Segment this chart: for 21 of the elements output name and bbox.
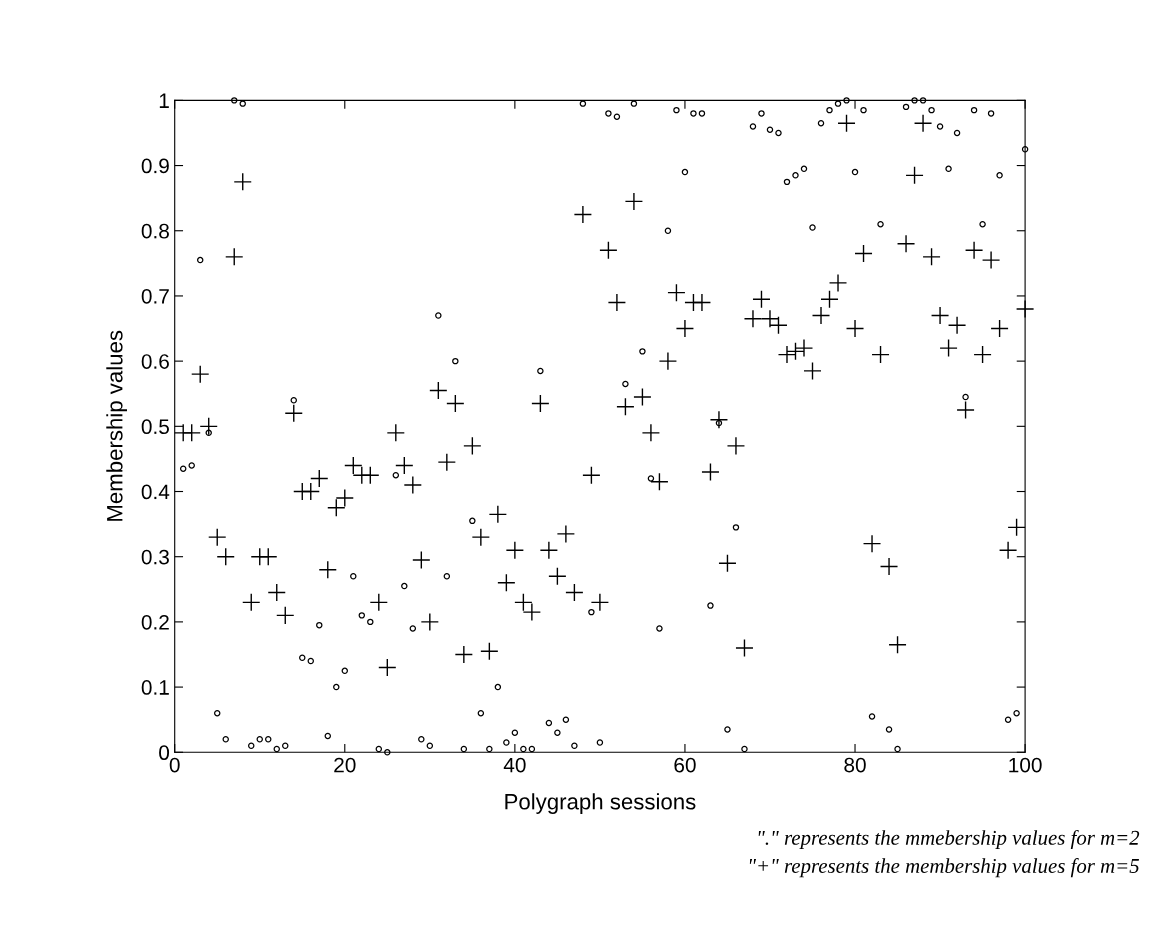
x-axis-title: Polygraph sessions xyxy=(505,793,696,814)
x-tick-label: 100 xyxy=(1009,757,1042,773)
y-tick-label: 0.8 xyxy=(141,223,169,239)
y-tick-label: 0.1 xyxy=(141,680,169,695)
y-axis-title: Membership values xyxy=(106,330,127,521)
y-tick-label: 0.6 xyxy=(141,354,169,369)
y-tick-label: 0 xyxy=(159,745,170,761)
text: "+" represents the membership values for m=5 xyxy=(749,858,1139,878)
y-tick-label: 0.2 xyxy=(141,614,169,630)
y-tick-label: 0.7 xyxy=(141,288,169,304)
x-tick-label: 0 xyxy=(169,757,180,773)
y-tick-label: 1 xyxy=(159,93,169,108)
x-tick-label: 80 xyxy=(844,757,866,773)
y-tick-label: 0.9 xyxy=(141,158,169,174)
y-tick-label: 0.5 xyxy=(141,419,169,435)
x-tick-label: 20 xyxy=(334,757,356,773)
text: "." represents the mmebership values for m=2 xyxy=(758,829,1140,850)
y-tick-label: 0.4 xyxy=(141,484,170,500)
x-tick-label: 40 xyxy=(503,757,526,773)
x-tick-label: 60 xyxy=(674,757,696,773)
y-tick-label: 0.3 xyxy=(141,549,169,565)
